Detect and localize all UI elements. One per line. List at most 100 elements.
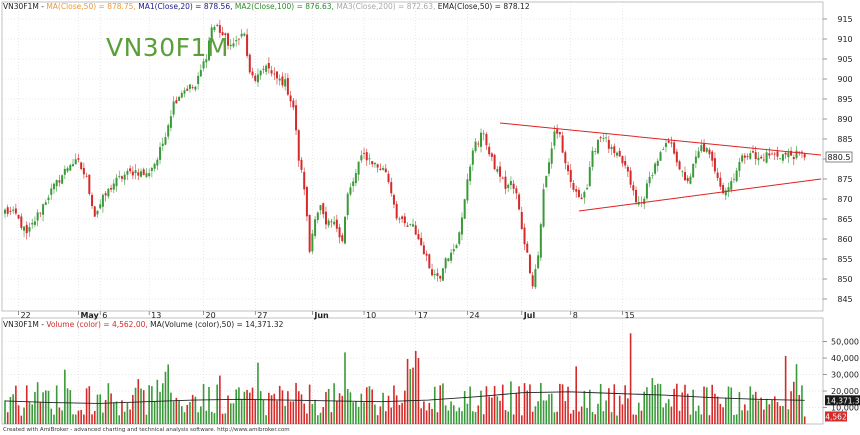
candle-body [390,182,393,194]
volume-bar [110,393,112,424]
volume-bar [773,396,776,424]
volume-bar [537,401,539,424]
candle-body [267,62,270,69]
volume-bar [58,407,61,424]
candle-body [654,163,657,174]
candle-body [613,146,616,154]
candle-body [738,161,741,171]
candle-body [17,214,20,219]
volume-bar [790,391,792,424]
volume-bar [504,410,507,424]
candle-body [757,157,760,161]
volume-bar [708,415,711,424]
candle-body [629,170,632,185]
volume-bar [327,388,330,424]
candle-body [392,195,395,205]
volume-bar [765,398,768,424]
volume-bar [113,402,115,424]
volume-bar [322,407,325,424]
candle-body [762,159,765,161]
candle-body [428,254,431,269]
candle-body [360,155,363,161]
candle-body [216,24,219,26]
volume-bar [371,389,373,424]
volume-bar [64,369,66,424]
footer-credit: Created with AmiBroker - advanced charti… [3,427,290,433]
volume-bar [243,391,246,424]
volume-bar [164,371,167,424]
candle-body [711,151,714,161]
candle-body [490,153,493,157]
candle-body [724,190,727,196]
volume-bar [501,384,504,424]
trendline [578,178,822,212]
candle-body [186,88,189,91]
candle-body [512,183,515,189]
price-tick-label: 910 [837,35,852,44]
volume-bar [412,367,414,424]
volume-bar [589,389,591,424]
volume-bar [733,414,735,424]
volume-bar [66,388,69,424]
volume-bar [754,391,757,424]
volume-bar [414,350,417,424]
candle-body [594,151,597,152]
time-tick-label: Jul [523,311,536,320]
candle-body [150,168,153,171]
candle-body [482,133,485,135]
candle-body [741,155,744,162]
volume-ma-tag: 14,371.3 [826,396,860,405]
candle-body [276,71,278,79]
volume-bar [485,386,488,424]
volume-bar [684,384,686,424]
candle-body [575,189,578,192]
candle-body [110,187,113,190]
candle-body [115,177,118,187]
candle-body [373,162,376,165]
volume-legend: VN30F1M - Volume (color) = 4,562.00, MA(… [3,320,284,329]
candle-body [303,171,306,190]
candle-body [441,268,444,281]
volume-bar [425,410,428,424]
volume-bar [746,410,749,424]
candle-body [85,175,88,177]
candle-body [327,220,330,226]
volume-bar [627,398,629,424]
volume-bar [221,413,224,424]
candle-body [205,59,208,63]
candle-body [713,158,716,172]
volume-bar [428,402,431,424]
volume-bar [482,414,485,424]
candle-body [142,169,145,175]
candle-body [684,172,686,181]
candle-body [450,252,453,261]
candle-body [406,225,409,227]
volume-bar [474,412,477,424]
candle-body [44,202,47,205]
candle-body [23,226,26,231]
candle-body [501,177,504,179]
time-tick-label: 8 [573,311,578,320]
volume-bar [784,355,787,424]
candle-body [199,70,202,77]
candle-body [572,182,575,190]
candle-body [477,143,480,145]
volume-bar [121,400,123,424]
volume-bar [336,400,338,424]
candle-body [765,152,768,163]
candle-body [596,139,599,154]
volume-bar [205,410,208,424]
candle-body [779,158,782,160]
candle-body [254,75,257,81]
volume-bar [444,405,447,424]
candle-body [221,32,224,36]
volume-bar [161,383,164,424]
candle-body [697,151,700,158]
candle-body [61,175,64,184]
volume-bar [227,395,229,424]
volume-bar [83,414,85,424]
volume-bar [9,396,12,424]
candle-body [458,232,461,244]
candle-body [91,194,94,207]
